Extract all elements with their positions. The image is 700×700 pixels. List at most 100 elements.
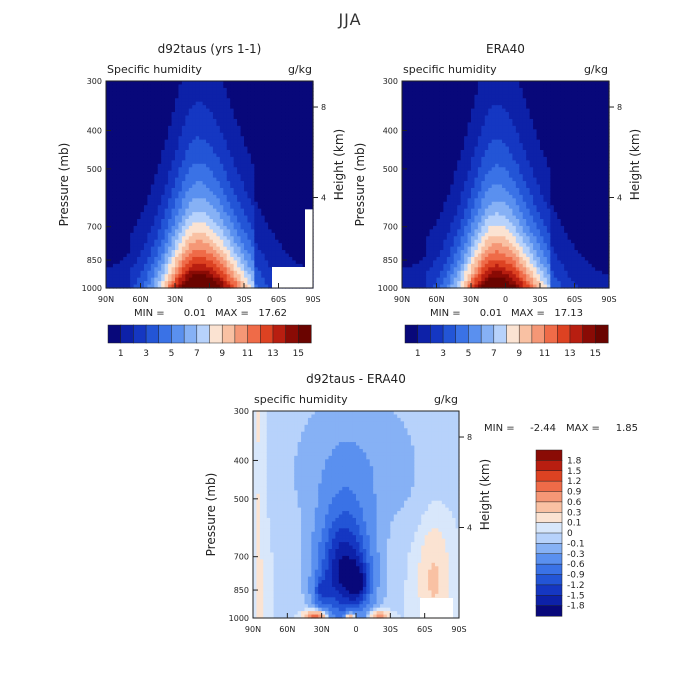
contour-cell — [244, 281, 249, 286]
contour-cell — [226, 250, 231, 255]
contour-cell — [154, 191, 159, 196]
contour-cell — [119, 129, 124, 134]
contour-cell — [464, 156, 469, 161]
contour-cell — [188, 132, 193, 137]
contour-cell — [137, 132, 142, 137]
contour-cell — [188, 246, 193, 251]
contour-cell — [123, 281, 128, 286]
contour-cell — [216, 256, 221, 261]
contour-cell — [402, 122, 407, 127]
contour-cell — [175, 263, 180, 268]
contour-cell — [195, 118, 200, 123]
contour-cell — [147, 118, 152, 123]
contour-cell — [275, 256, 280, 261]
contour-cell — [226, 212, 231, 217]
contour-cell — [250, 212, 255, 217]
contour-cell — [175, 250, 180, 255]
contour-cell — [116, 256, 121, 261]
contour-cell — [112, 129, 117, 134]
contour-cell — [433, 101, 438, 106]
contour-cell — [292, 236, 297, 241]
contour-cell — [471, 143, 476, 148]
contour-cell — [223, 212, 228, 217]
contour-cell — [240, 150, 245, 155]
contour-cell — [275, 184, 280, 189]
contour-cell — [285, 246, 290, 251]
contour-cell — [202, 239, 207, 244]
contour-cell — [178, 225, 183, 230]
contour-cell — [212, 87, 217, 92]
contour-cell — [219, 267, 224, 272]
contour-cell — [140, 239, 145, 244]
contour-cell — [192, 167, 197, 172]
contour-cell — [154, 184, 159, 189]
contour-cell — [133, 239, 138, 244]
contour-cell — [288, 156, 293, 161]
contour-cell — [223, 236, 228, 241]
contour-cell — [467, 115, 472, 120]
contour-cell — [181, 239, 186, 244]
contour-cell — [219, 146, 224, 151]
contour-cell — [439, 139, 444, 144]
contour-cell — [426, 163, 431, 168]
contour-cell — [188, 205, 193, 210]
contour-cell — [446, 177, 451, 182]
contour-cell — [292, 256, 297, 261]
contour-cell — [137, 181, 142, 186]
contour-cell — [126, 184, 131, 189]
contour-cell — [150, 212, 155, 217]
contour-cell — [147, 260, 152, 265]
contour-cell — [130, 115, 135, 120]
contour-cell — [299, 84, 304, 89]
contour-cell — [402, 170, 407, 175]
contour-cell — [471, 136, 476, 141]
contour-cell — [295, 253, 300, 258]
contour-cell — [112, 139, 117, 144]
contour-cell — [261, 132, 266, 137]
contour-cell — [209, 198, 214, 203]
contour-cell — [302, 170, 307, 175]
contour-cell — [212, 212, 217, 217]
contour-cell — [240, 274, 245, 279]
contour-cell — [157, 222, 162, 227]
contour-cell — [154, 201, 159, 206]
contour-cell — [429, 167, 434, 172]
contour-cell — [178, 270, 183, 275]
contour-cell — [412, 156, 417, 161]
contour-cell — [240, 225, 245, 230]
contour-cell — [457, 160, 462, 165]
contour-cell — [223, 215, 228, 220]
contour-cell — [112, 101, 117, 106]
contour-cell — [109, 219, 114, 224]
contour-cell — [405, 160, 410, 165]
contour-cell — [264, 146, 269, 151]
contour-cell — [415, 239, 420, 244]
contour-cell — [195, 256, 200, 261]
contour-cell — [195, 222, 200, 227]
contour-cell — [457, 201, 462, 206]
contour-cell — [426, 232, 431, 237]
contour-cell — [309, 181, 314, 186]
contour-cell — [137, 194, 142, 199]
contour-cell — [150, 150, 155, 155]
contour-cell — [212, 143, 217, 148]
contour-cell — [450, 181, 455, 186]
contour-cell — [185, 215, 190, 220]
contour-cell — [168, 84, 173, 89]
contour-cell — [471, 170, 476, 175]
contour-cell — [429, 215, 434, 220]
contour-cell — [181, 191, 186, 196]
contour-cell — [230, 132, 235, 137]
contour-cell — [302, 122, 307, 127]
contour-cell — [226, 81, 231, 86]
contour-cell — [250, 281, 255, 286]
contour-cell — [268, 256, 273, 261]
contour-cell — [309, 143, 314, 148]
contour-cell — [106, 181, 111, 186]
contour-cell — [457, 84, 462, 89]
contour-cell — [422, 260, 427, 265]
contour-cell — [271, 181, 276, 186]
contour-cell — [188, 150, 193, 155]
contour-cell — [226, 253, 231, 258]
contour-cell — [171, 156, 176, 161]
